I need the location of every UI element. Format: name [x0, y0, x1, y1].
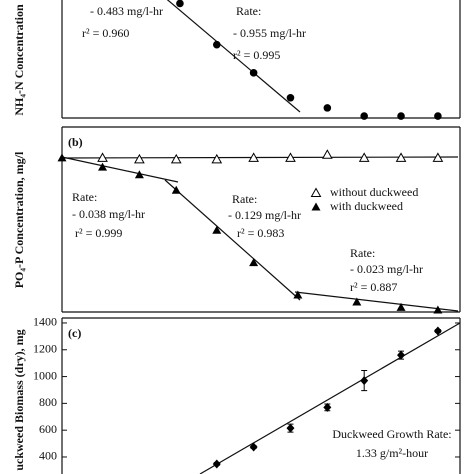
annotation: Rate:	[72, 190, 97, 204]
point	[433, 305, 443, 314]
legend-marker	[311, 202, 321, 211]
fit-line	[164, 179, 301, 301]
point	[134, 170, 144, 179]
annotation: Duckweed Growth Rate:	[332, 427, 451, 441]
point	[397, 350, 406, 360]
annotation: r² = 0.999	[75, 226, 122, 240]
point	[323, 104, 332, 112]
point	[212, 225, 222, 234]
fit-line	[61, 156, 179, 183]
y-tick-label: 800	[39, 395, 57, 409]
point	[57, 153, 67, 162]
annotation: r² = 0.983	[237, 226, 284, 240]
point	[397, 112, 405, 120]
point	[321, 149, 333, 159]
fit-line	[61, 156, 459, 159]
point	[323, 402, 332, 412]
annotation: - 0.023 mg/l-hr	[350, 262, 423, 276]
point	[98, 162, 108, 171]
annotation: - 0.038 mg/l-hr	[72, 207, 145, 221]
point	[170, 153, 182, 164]
point	[286, 423, 295, 433]
point	[212, 459, 221, 469]
point	[249, 258, 259, 267]
legend-label: with duckweed	[330, 199, 403, 213]
annotation: - 0.955 mg/l-hr	[233, 26, 306, 40]
point	[285, 152, 296, 162]
y-tick-label: 1200	[33, 342, 57, 356]
point	[176, 0, 184, 8]
point	[395, 152, 407, 162]
point	[248, 152, 259, 162]
point	[360, 376, 369, 386]
point	[211, 153, 223, 164]
panel-label: (c)	[68, 326, 81, 340]
point	[249, 442, 258, 452]
point	[396, 302, 406, 311]
point	[432, 152, 444, 162]
annotation: Rate:	[232, 192, 257, 206]
point	[293, 290, 303, 299]
fit-line	[199, 322, 461, 474]
point	[352, 297, 362, 306]
point	[360, 112, 368, 120]
point	[249, 69, 258, 77]
fit-line	[294, 291, 459, 312]
annotation: r² = 0.995	[233, 48, 280, 62]
point	[212, 40, 221, 49]
point	[171, 185, 181, 194]
annotation: Rate:	[236, 4, 261, 18]
point	[434, 112, 442, 120]
y-tick-label: 1000	[33, 368, 57, 382]
annotation: 1.33 g/m²-hour	[356, 446, 428, 460]
fit-line	[166, 0, 301, 113]
fit-lines	[61, 0, 461, 474]
y-axis-title: NH₄-N Concentration	[12, 4, 26, 116]
panel-label: (b)	[68, 135, 83, 149]
frame	[61, 0, 461, 119]
annotation: Rate:	[350, 246, 375, 260]
annotation: r² = 0.960	[82, 26, 129, 40]
point	[97, 152, 108, 162]
point	[358, 152, 370, 162]
frame	[61, 317, 461, 474]
y-tick-label: 400	[39, 449, 57, 463]
annotation: - 0.483 mg/l-hr	[90, 4, 163, 18]
point	[286, 93, 295, 102]
annotation: - 0.129 mg/l-hr	[228, 208, 301, 222]
annotation: r² = 0.887	[350, 280, 397, 294]
point	[433, 326, 442, 336]
point	[134, 153, 145, 164]
y-axis-title: PO₄-P Concentration, mg/l	[12, 151, 26, 288]
legend-label: without duckweed	[330, 185, 418, 199]
y-tick-label: 600	[39, 422, 57, 436]
legend-marker	[310, 187, 322, 197]
y-axis-title: uckweed Biomass (dry), mg	[12, 329, 26, 470]
y-tick-label: 1400	[33, 315, 57, 329]
